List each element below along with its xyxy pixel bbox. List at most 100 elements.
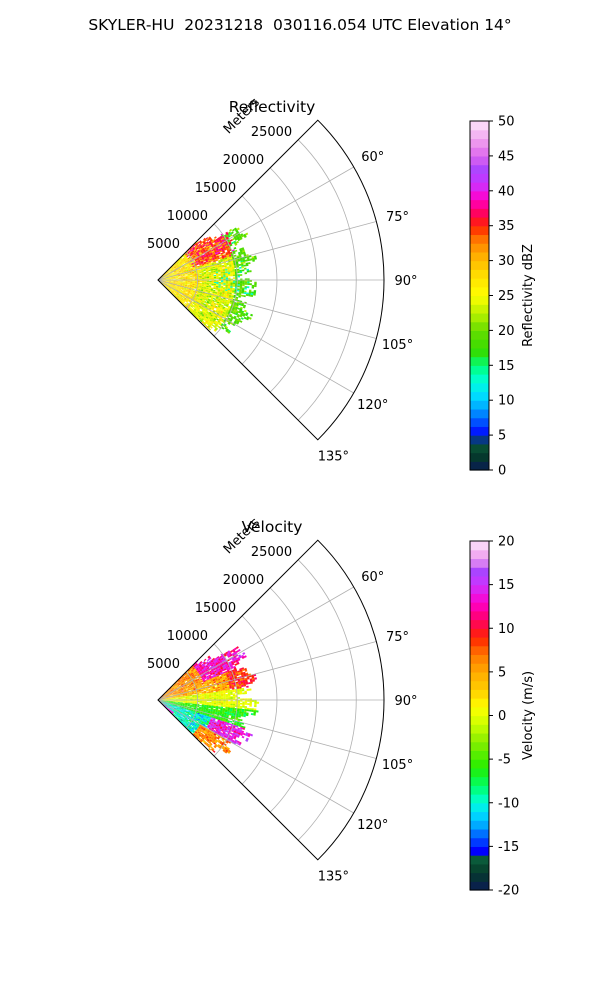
radar-cell — [239, 271, 243, 274]
radar-cell — [163, 278, 167, 280]
radar-cell — [246, 257, 250, 260]
radar-cell — [177, 259, 180, 262]
colorbar-segment — [470, 443, 489, 454]
radar-cell — [180, 258, 183, 261]
radar-cell — [189, 271, 192, 273]
radar-cell — [217, 247, 221, 250]
radar-cell — [173, 265, 176, 268]
radar-cell — [224, 235, 228, 238]
radar-cell — [215, 270, 219, 272]
radar-cell — [220, 275, 224, 277]
radar-cell — [185, 278, 188, 280]
azimuth-tick-label: 120° — [357, 398, 388, 413]
radar-cell — [196, 253, 200, 256]
radar-cell — [225, 282, 229, 284]
radar-cell — [187, 698, 191, 699]
radar-cell — [237, 692, 240, 695]
radar-cell — [170, 269, 173, 272]
radar-cell — [207, 258, 210, 261]
radar-cell — [167, 272, 170, 275]
radar-cell — [199, 265, 203, 268]
radar-cell — [193, 256, 196, 259]
radar-cell — [206, 257, 210, 260]
radar-cell — [197, 260, 201, 263]
radar-cell — [182, 261, 185, 264]
radar-cell — [246, 286, 250, 289]
radar-cell — [168, 278, 171, 279]
radar-cell — [191, 246, 195, 249]
radar-cell — [227, 235, 231, 238]
radar-cell — [243, 235, 247, 238]
radar-cell — [229, 239, 233, 242]
radar-cell — [166, 277, 169, 279]
radar-cell — [212, 238, 216, 242]
radar-cell — [191, 264, 195, 266]
radar-cell — [209, 250, 212, 253]
radar-cell — [183, 270, 187, 272]
radar-cell — [192, 265, 195, 268]
radar-cell — [220, 273, 224, 275]
radar-cell — [237, 271, 240, 274]
radar-cell — [218, 274, 221, 276]
radar-cell — [180, 283, 183, 285]
radar-cell — [190, 277, 193, 279]
radar-cell — [178, 276, 181, 278]
radar-cell — [183, 268, 186, 270]
radar-cell — [186, 264, 189, 266]
radar-cell — [213, 249, 217, 252]
radar-cell — [168, 270, 171, 273]
radar-cell — [199, 277, 202, 279]
radar-cell — [237, 697, 241, 699]
radar-cell — [204, 278, 207, 280]
radar-cell — [192, 256, 196, 258]
radar-cell — [182, 266, 185, 268]
radar-cell — [225, 272, 228, 275]
radar-cell — [216, 275, 219, 278]
radar-cell — [195, 250, 198, 253]
radar-cell — [175, 283, 178, 285]
radar-cell — [194, 273, 197, 275]
radar-cell — [198, 247, 202, 250]
radar-cell — [246, 268, 250, 271]
radar-cell — [225, 269, 228, 271]
radar-cell — [251, 284, 255, 287]
radar-cell — [206, 246, 209, 249]
radar-cell — [187, 285, 190, 287]
radar-cell — [211, 278, 214, 280]
radar-cell — [183, 279, 186, 280]
radar-cell — [190, 248, 193, 251]
radar-cell — [232, 282, 236, 285]
radar-cell — [185, 277, 188, 279]
radar-cell — [175, 281, 179, 282]
radar-cell — [216, 255, 220, 258]
radar-cell — [170, 273, 173, 275]
radar-cell — [232, 269, 235, 272]
radar-cell — [170, 269, 173, 271]
radar-cell — [178, 264, 181, 267]
radar-cell — [245, 714, 249, 717]
radar-cell — [170, 282, 174, 283]
radar-cell — [181, 270, 184, 272]
radar-cell — [203, 250, 206, 253]
radar-cell — [179, 266, 183, 269]
radar-cell — [249, 270, 252, 273]
radar-cell — [191, 269, 194, 271]
radar-cell — [242, 652, 246, 655]
colorbar-tick-label: 20 — [498, 324, 515, 339]
radar-cell — [167, 269, 170, 272]
radar-cell — [226, 234, 230, 237]
radar-cell — [234, 238, 238, 241]
radar-cell — [196, 249, 200, 252]
radar-cell — [204, 257, 207, 260]
radar-cell — [216, 274, 219, 277]
radar-cell — [172, 273, 175, 275]
radar-cell — [210, 243, 213, 246]
radar-cell — [235, 230, 239, 233]
radar-cell — [170, 274, 173, 276]
radar-cell — [182, 284, 185, 286]
radar-cell — [176, 265, 179, 267]
radar-cell — [182, 275, 185, 277]
radar-cell — [214, 257, 218, 260]
radar-cell — [239, 288, 242, 291]
radar-cell — [206, 276, 210, 278]
